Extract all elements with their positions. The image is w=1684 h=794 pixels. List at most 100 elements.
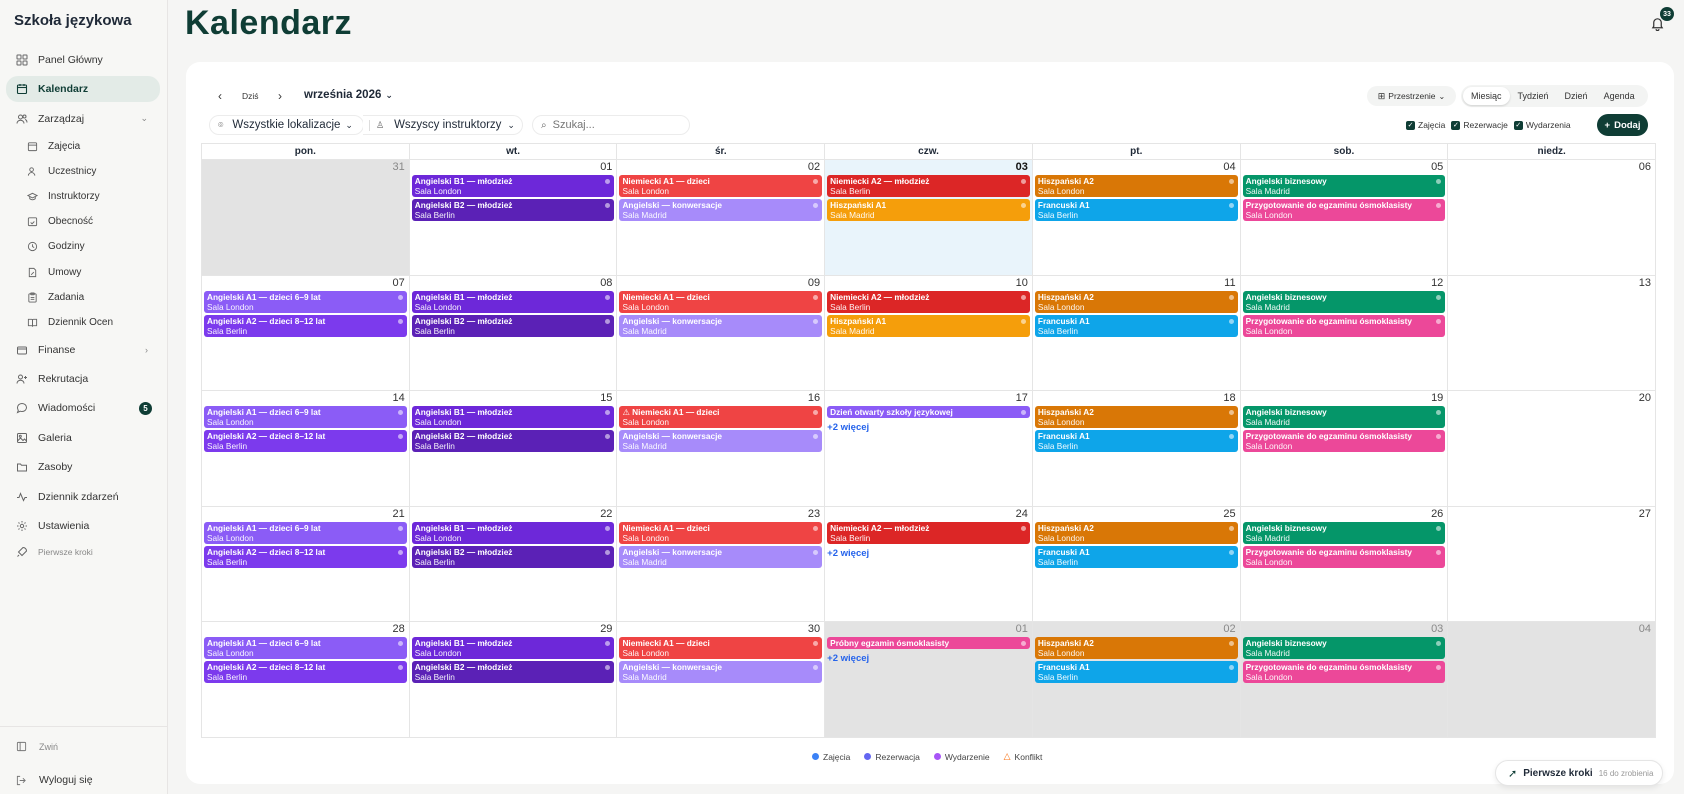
calendar-event[interactable]: Hiszpański A2 Sala London [1034,637,1238,660]
day-cell[interactable]: 20 [1448,390,1657,506]
calendar-event[interactable]: Francuski A1 Sala Berlin [1034,314,1238,337]
day-cell[interactable]: 11 Hiszpański A2 Sala London Francuski A1 Sa… [1032,274,1241,391]
sidebar-item-rekrutacja[interactable]: Rekrutacja [6,366,160,392]
day-cell[interactable]: 14 Angielski A1 — dzieci 6–9 lat Sala Lond… [202,390,410,506]
day-cell[interactable]: 08 Angielski B1 — młodzież Sala London Angi… [409,274,618,391]
calendar-event[interactable]: Angielski B2 — młodzież Sala Berlin [411,314,615,337]
calendar-event[interactable]: Francuski A1 Sala Berlin [1034,430,1238,453]
calendar-event[interactable]: Angielski — konwersacje Sala Madrid [619,199,823,221]
filter-rezerwacje[interactable]: ✓ Rezerwacje [1451,120,1508,130]
calendar-event[interactable]: ⚠ Niemiecki A1 — dzieci Sala London [619,406,823,429]
calendar-event[interactable]: Hiszpański A1 Sala Madrid [827,314,1030,337]
calendar-event[interactable]: Dzień otwarty szkoły językowej [827,406,1030,419]
calendar-event[interactable]: Angielski biznesowy Sala Madrid [1242,521,1446,544]
calendar-event[interactable]: Angielski A1 — dzieci 6–9 lat Sala London [204,637,407,660]
day-cell[interactable]: 26 Angielski biznesowy Sala Madrid Przygoto… [1240,505,1449,622]
calendar-event[interactable]: Angielski — konwersacje Sala Madrid [619,545,823,568]
calendar-event[interactable]: Hiszpański A2 Sala London [1034,290,1238,313]
more-events-link[interactable]: +2 więcej [827,422,870,434]
calendar-event[interactable]: Angielski biznesowy Sala Madrid [1242,406,1446,429]
day-cell[interactable]: 01 Angielski B1 — młodzież Sala London Angi… [409,159,618,275]
day-cell[interactable]: 13 [1448,274,1657,391]
day-cell[interactable]: 03 Niemiecki A2 — młodzież Sala Berlin Hisz… [825,159,1033,275]
next-month-button[interactable]: › [273,89,287,103]
day-cell[interactable]: 21 Angielski A1 — dzieci 6–9 lat Sala Lond… [202,505,410,622]
day-cell[interactable]: 29 Angielski B1 — młodzież Sala London Angi… [409,621,618,737]
calendar-event[interactable]: Przygotowanie do egzaminu ósmoklasisty Sa… [1242,199,1446,221]
calendar-event[interactable]: Przygotowanie do egzaminu ósmoklasisty Sa… [1242,430,1446,453]
sidebar-item-finanse[interactable]: Finanse › [6,337,160,363]
sidebar-item-panel[interactable]: Panel Główny [6,47,160,73]
calendar-event[interactable]: Angielski B1 — młodzież Sala London [411,290,615,313]
prev-month-button[interactable]: ‹ [213,89,227,103]
day-cell[interactable]: 12 Angielski biznesowy Sala Madrid Przygoto… [1240,274,1449,391]
calendar-event[interactable]: Niemiecki A2 — młodzież Sala Berlin [827,175,1030,197]
sidebar-item-ustawienia[interactable]: Ustawienia [6,513,160,539]
calendar-event[interactable]: Angielski A1 — dzieci 6–9 lat Sala London [204,406,407,429]
calendar-event[interactable]: Angielski A1 — dzieci 6–9 lat Sala London [204,290,407,313]
tab-week[interactable]: Tydzień [1517,91,1549,101]
calendar-event[interactable]: Przygotowanie do egzaminu ósmoklasisty Sa… [1242,314,1446,337]
sidebar-item-pierwsze-kroki[interactable]: Pierwsze kroki [6,542,160,562]
calendar-event[interactable]: Francuski A1 Sala Berlin [1034,545,1238,568]
tab-day[interactable]: Dzień [1564,91,1588,101]
filter-wydarzenia[interactable]: ✓ Wydarzenia [1513,120,1571,130]
calendar-event[interactable]: Angielski biznesowy Sala Madrid [1242,175,1446,197]
day-cell[interactable]: 28 Angielski A1 — dzieci 6–9 lat Sala Lond… [202,621,410,737]
day-cell[interactable]: 04 Hiszpański A2 Sala London Francuski A1 Sa… [1032,159,1241,275]
day-cell[interactable]: 24 Niemiecki A2 — młodzież Sala Berlin +2 w… [825,505,1033,622]
calendar-event[interactable]: Niemiecki A1 — dzieci Sala London [619,290,823,313]
first-steps-widget[interactable]: ➚ Pierwsze kroki 16 do zrobienia [1495,760,1663,786]
sidebar-subitem-godziny[interactable]: Godziny [6,236,160,258]
month-selector[interactable]: września 2026 ⌄ [304,89,393,101]
calendar-event[interactable]: Angielski B2 — młodzież Sala Berlin [411,199,615,221]
tab-month[interactable]: Miesiąc [1463,87,1510,105]
calendar-event[interactable]: Niemiecki A1 — dzieci Sala London [619,521,823,544]
day-cell[interactable]: 16 ⚠ Niemiecki A1 — dzieci Sala London Angi… [617,390,826,506]
more-events-link[interactable]: +2 więcej [827,547,870,559]
calendar-event[interactable]: Angielski A2 — dzieci 8–12 lat Sala Berli… [204,545,407,568]
logout-button[interactable]: Wyloguj się [16,774,93,786]
day-cell[interactable]: 03 Angielski biznesowy Sala Madrid Przygoto… [1240,621,1449,737]
more-events-link[interactable]: +2 więcej [827,653,870,665]
day-cell[interactable]: 01 Próbny egzamin ósmoklasisty +2 więcej [825,621,1033,737]
calendar-event[interactable]: Hiszpański A2 Sala London [1034,406,1238,429]
calendar-event[interactable]: Francuski A1 Sala Berlin [1034,199,1238,221]
calendar-event[interactable]: Angielski A2 — dzieci 8–12 lat Sala Berli… [204,314,407,337]
day-cell[interactable]: 18 Hiszpański A2 Sala London Francuski A1 Sa… [1032,390,1241,506]
filter-zajecia[interactable]: ✓ Zajęcia [1406,120,1445,130]
sidebar-subitem-obecnosc[interactable]: Obecność [6,211,160,233]
day-cell[interactable]: 04 [1448,621,1657,737]
calendar-event[interactable]: Angielski — konwersacje Sala Madrid [619,314,823,337]
sidebar-item-dziennik-zdarzen[interactable]: Dziennik zdarzeń [6,484,160,510]
calendar-event[interactable]: Niemiecki A1 — dzieci Sala London [619,637,823,660]
calendar-event[interactable]: Angielski B1 — młodzież Sala London [411,637,615,660]
sidebar-item-galeria[interactable]: Galeria [6,425,160,451]
add-button[interactable]: + Dodaj [1597,114,1648,136]
calendar-event[interactable]: Przygotowanie do egzaminu ósmoklasisty Sa… [1242,545,1446,568]
calendar-event[interactable]: Angielski B1 — młodzież Sala London [411,175,615,197]
day-cell[interactable]: 22 Angielski B1 — młodzież Sala London Angi… [409,505,618,622]
notifications-button[interactable] [1650,16,1666,32]
search-input[interactable] [552,119,683,131]
calendar-event[interactable]: Niemiecki A2 — młodzież Sala Berlin [827,290,1030,313]
calendar-event[interactable]: Niemiecki A1 — dzieci Sala London [619,175,823,197]
tab-agenda[interactable]: Agenda [1603,91,1635,101]
sidebar-item-zarzadzaj[interactable]: Zarządzaj ⌄ [6,106,160,132]
day-cell[interactable]: 25 Hiszpański A2 Sala London Francuski A1 Sa… [1032,505,1241,622]
day-cell[interactable]: 06 [1448,159,1657,275]
sidebar-subitem-dziennik-ocen[interactable]: Dziennik Ocen [6,311,160,333]
sidebar-subitem-instruktorzy[interactable]: Instruktorzy [6,186,160,208]
calendar-event[interactable]: Niemiecki A2 — młodzież Sala Berlin [827,521,1030,544]
day-cell[interactable]: 31 [202,159,410,275]
calendar-event[interactable]: Próbny egzamin ósmoklasisty [827,637,1030,650]
calendar-event[interactable]: Angielski — konwersacje Sala Madrid [619,661,823,684]
sidebar-item-kalendarz[interactable]: Kalendarz [6,76,160,103]
calendar-event[interactable]: Hiszpański A1 Sala Madrid [827,199,1030,221]
today-button[interactable]: Dziś [242,91,259,101]
location-filter[interactable]: ⌾ Wszystkie lokalizacje ⌄ [209,115,364,135]
sidebar-subitem-zadania[interactable]: Zadania [6,286,160,308]
sidebar-subitem-uczestnicy[interactable]: Uczestnicy [6,160,160,182]
calendar-event[interactable]: Angielski A1 — dzieci 6–9 lat Sala London [204,521,407,544]
day-cell[interactable]: 09 Niemiecki A1 — dzieci Sala London Angiel… [617,274,826,391]
